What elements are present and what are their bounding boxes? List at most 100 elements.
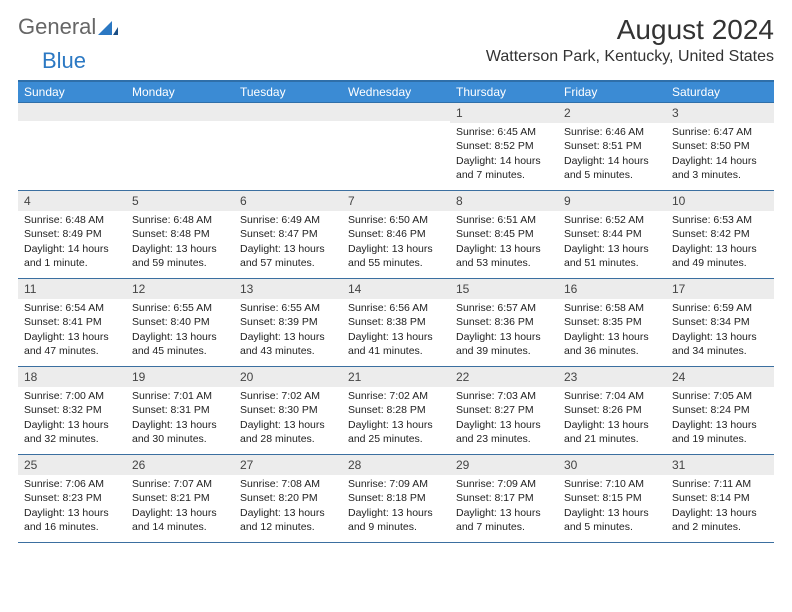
calendar-day: 19Sunrise: 7:01 AMSunset: 8:31 PMDayligh… <box>126 367 234 454</box>
day-detail-line: Daylight: 13 hours and 21 minutes. <box>564 418 660 446</box>
day-detail-line: Sunset: 8:15 PM <box>564 491 660 505</box>
day-detail-line: Sunset: 8:31 PM <box>132 403 228 417</box>
day-details <box>342 121 450 127</box>
day-detail-line: Sunrise: 6:47 AM <box>672 125 768 139</box>
sail-icon <box>98 19 118 35</box>
day-detail-line: Sunset: 8:44 PM <box>564 227 660 241</box>
day-number: 14 <box>342 279 450 299</box>
day-detail-line: Sunrise: 6:50 AM <box>348 213 444 227</box>
month-title: August 2024 <box>486 14 774 46</box>
calendar-day: 13Sunrise: 6:55 AMSunset: 8:39 PMDayligh… <box>234 279 342 366</box>
day-detail-line: Sunrise: 7:05 AM <box>672 389 768 403</box>
calendar-day: 21Sunrise: 7:02 AMSunset: 8:28 PMDayligh… <box>342 367 450 454</box>
day-detail-line: Sunrise: 7:08 AM <box>240 477 336 491</box>
day-number: 24 <box>666 367 774 387</box>
day-detail-line: Daylight: 13 hours and 32 minutes. <box>24 418 120 446</box>
day-detail-line: Sunrise: 7:09 AM <box>348 477 444 491</box>
calendar-day: 1Sunrise: 6:45 AMSunset: 8:52 PMDaylight… <box>450 103 558 190</box>
calendar-day: 9Sunrise: 6:52 AMSunset: 8:44 PMDaylight… <box>558 191 666 278</box>
day-detail-line: Sunset: 8:17 PM <box>456 491 552 505</box>
day-detail-line: Sunrise: 7:06 AM <box>24 477 120 491</box>
day-number: 28 <box>342 455 450 475</box>
day-detail-line: Daylight: 13 hours and 43 minutes. <box>240 330 336 358</box>
calendar-day: 7Sunrise: 6:50 AMSunset: 8:46 PMDaylight… <box>342 191 450 278</box>
day-detail-line: Sunset: 8:24 PM <box>672 403 768 417</box>
day-detail-line: Sunset: 8:21 PM <box>132 491 228 505</box>
day-detail-line: Sunrise: 6:46 AM <box>564 125 660 139</box>
column-header: Friday <box>558 82 666 102</box>
column-header: Sunday <box>18 82 126 102</box>
day-number: 26 <box>126 455 234 475</box>
column-header: Saturday <box>666 82 774 102</box>
day-number: 23 <box>558 367 666 387</box>
day-number: 3 <box>666 103 774 123</box>
day-detail-line: Sunset: 8:18 PM <box>348 491 444 505</box>
day-details: Sunrise: 7:01 AMSunset: 8:31 PMDaylight:… <box>126 387 234 450</box>
day-details: Sunrise: 6:48 AMSunset: 8:49 PMDaylight:… <box>18 211 126 274</box>
calendar-header-row: SundayMondayTuesdayWednesdayThursdayFrid… <box>18 80 774 103</box>
day-detail-line: Daylight: 13 hours and 30 minutes. <box>132 418 228 446</box>
day-number: 2 <box>558 103 666 123</box>
day-detail-line: Sunrise: 6:57 AM <box>456 301 552 315</box>
day-details: Sunrise: 6:48 AMSunset: 8:48 PMDaylight:… <box>126 211 234 274</box>
day-detail-line: Sunrise: 7:07 AM <box>132 477 228 491</box>
day-detail-line: Daylight: 14 hours and 5 minutes. <box>564 154 660 182</box>
calendar-day: 18Sunrise: 7:00 AMSunset: 8:32 PMDayligh… <box>18 367 126 454</box>
day-details: Sunrise: 6:55 AMSunset: 8:39 PMDaylight:… <box>234 299 342 362</box>
calendar-week: 18Sunrise: 7:00 AMSunset: 8:32 PMDayligh… <box>18 367 774 455</box>
day-detail-line: Sunrise: 6:54 AM <box>24 301 120 315</box>
day-detail-line: Sunset: 8:41 PM <box>24 315 120 329</box>
day-detail-line: Sunset: 8:36 PM <box>456 315 552 329</box>
calendar-day: 22Sunrise: 7:03 AMSunset: 8:27 PMDayligh… <box>450 367 558 454</box>
day-detail-line: Daylight: 13 hours and 41 minutes. <box>348 330 444 358</box>
calendar-week: 25Sunrise: 7:06 AMSunset: 8:23 PMDayligh… <box>18 455 774 543</box>
day-detail-line: Daylight: 13 hours and 23 minutes. <box>456 418 552 446</box>
day-number: 21 <box>342 367 450 387</box>
calendar-day: 15Sunrise: 6:57 AMSunset: 8:36 PMDayligh… <box>450 279 558 366</box>
day-detail-line: Sunset: 8:26 PM <box>564 403 660 417</box>
column-header: Thursday <box>450 82 558 102</box>
day-number: 5 <box>126 191 234 211</box>
day-detail-line: Daylight: 13 hours and 51 minutes. <box>564 242 660 270</box>
day-detail-line: Sunset: 8:52 PM <box>456 139 552 153</box>
day-detail-line: Sunset: 8:42 PM <box>672 227 768 241</box>
day-detail-line: Sunset: 8:39 PM <box>240 315 336 329</box>
day-number: 9 <box>558 191 666 211</box>
day-detail-line: Sunset: 8:49 PM <box>24 227 120 241</box>
day-details: Sunrise: 7:08 AMSunset: 8:20 PMDaylight:… <box>234 475 342 538</box>
day-detail-line: Sunrise: 6:49 AM <box>240 213 336 227</box>
day-details: Sunrise: 6:47 AMSunset: 8:50 PMDaylight:… <box>666 123 774 186</box>
day-details: Sunrise: 7:09 AMSunset: 8:17 PMDaylight:… <box>450 475 558 538</box>
day-number: 10 <box>666 191 774 211</box>
day-number: 8 <box>450 191 558 211</box>
day-details: Sunrise: 6:59 AMSunset: 8:34 PMDaylight:… <box>666 299 774 362</box>
day-detail-line: Sunrise: 7:10 AM <box>564 477 660 491</box>
day-detail-line: Daylight: 13 hours and 2 minutes. <box>672 506 768 534</box>
day-details: Sunrise: 6:58 AMSunset: 8:35 PMDaylight:… <box>558 299 666 362</box>
day-number: 12 <box>126 279 234 299</box>
day-number <box>18 103 126 121</box>
day-detail-line: Sunrise: 6:55 AM <box>240 301 336 315</box>
day-detail-line: Daylight: 14 hours and 1 minute. <box>24 242 120 270</box>
day-number: 4 <box>18 191 126 211</box>
day-detail-line: Sunset: 8:48 PM <box>132 227 228 241</box>
day-details: Sunrise: 7:10 AMSunset: 8:15 PMDaylight:… <box>558 475 666 538</box>
day-number: 18 <box>18 367 126 387</box>
day-detail-line: Sunrise: 6:48 AM <box>24 213 120 227</box>
day-detail-line: Daylight: 13 hours and 49 minutes. <box>672 242 768 270</box>
day-number: 6 <box>234 191 342 211</box>
day-number: 7 <box>342 191 450 211</box>
logo-word1: General <box>18 14 96 40</box>
logo: General <box>18 14 118 40</box>
calendar-day <box>342 103 450 190</box>
calendar-day: 25Sunrise: 7:06 AMSunset: 8:23 PMDayligh… <box>18 455 126 542</box>
calendar-day: 20Sunrise: 7:02 AMSunset: 8:30 PMDayligh… <box>234 367 342 454</box>
calendar-day: 3Sunrise: 6:47 AMSunset: 8:50 PMDaylight… <box>666 103 774 190</box>
calendar-day: 2Sunrise: 6:46 AMSunset: 8:51 PMDaylight… <box>558 103 666 190</box>
calendar-day: 14Sunrise: 6:56 AMSunset: 8:38 PMDayligh… <box>342 279 450 366</box>
day-details: Sunrise: 7:06 AMSunset: 8:23 PMDaylight:… <box>18 475 126 538</box>
day-number: 20 <box>234 367 342 387</box>
day-details: Sunrise: 6:53 AMSunset: 8:42 PMDaylight:… <box>666 211 774 274</box>
day-details: Sunrise: 7:09 AMSunset: 8:18 PMDaylight:… <box>342 475 450 538</box>
day-detail-line: Sunrise: 6:53 AM <box>672 213 768 227</box>
